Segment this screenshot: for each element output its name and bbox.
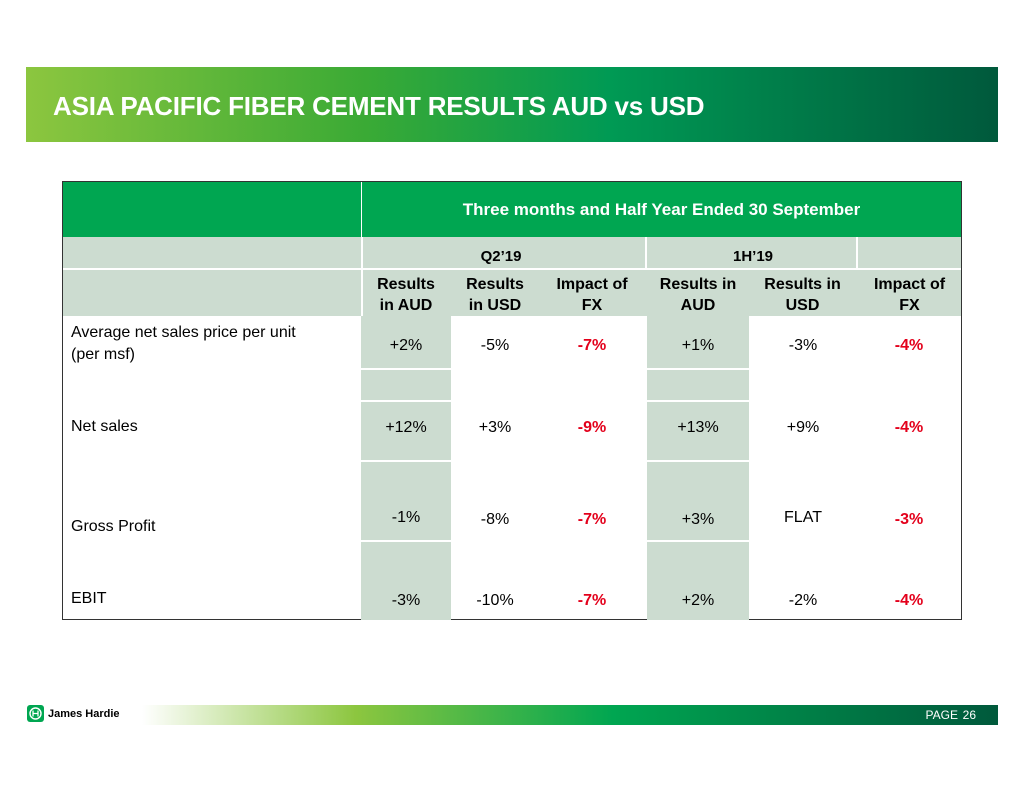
period-1h-19: 1H’19 xyxy=(732,248,774,265)
cell: -8% xyxy=(480,511,510,528)
row-label-gross-profit: Gross Profit xyxy=(71,518,156,535)
cell: -3% xyxy=(788,337,818,354)
brand-name: James Hardie xyxy=(48,707,120,720)
cell: +12% xyxy=(385,419,427,436)
cell: FLAT xyxy=(784,509,822,526)
cell: -10% xyxy=(476,592,514,609)
colhead-results-usd-q2: Results in USD xyxy=(466,276,524,314)
cell: -1% xyxy=(391,509,421,526)
table-caption: Three months and Half Year Ended 30 Sept… xyxy=(462,200,861,219)
colhead-results-aud-1h: Results in AUD xyxy=(659,276,737,314)
cell-fx: -9% xyxy=(577,419,607,436)
cell: +3% xyxy=(681,511,715,528)
cell-fx: -4% xyxy=(894,592,924,609)
cell: -5% xyxy=(480,337,510,354)
cell: +3% xyxy=(478,419,512,436)
cell: -2% xyxy=(788,592,818,609)
footer-bar: PAGE 26 xyxy=(142,705,998,725)
jh-logo-icon xyxy=(27,705,44,722)
title-bar: ASIA PACIFIC FIBER CEMENT RESULTS AUD vs… xyxy=(26,67,998,142)
row-label-ebit: EBIT xyxy=(71,590,107,607)
colhead-impact-fx-q2: Impact of FX xyxy=(556,276,628,314)
cell: +2% xyxy=(681,592,715,609)
cell-fx: -7% xyxy=(577,592,607,609)
cell: +1% xyxy=(681,337,715,354)
table-header-band xyxy=(63,237,961,316)
cell: +9% xyxy=(786,419,820,436)
row-label-net-sales: Net sales xyxy=(71,418,138,435)
cell: -3% xyxy=(391,592,421,609)
cell-fx: -4% xyxy=(894,337,924,354)
page-label: PAGE xyxy=(925,708,958,722)
colhead-results-aud-q2: Results in AUD xyxy=(377,276,435,314)
colhead-results-usd-1h: Results in USD xyxy=(764,276,841,314)
cell: +2% xyxy=(389,337,423,354)
page-number: 26 xyxy=(962,708,976,722)
row-label-avg-net-sales-price: Average net sales price per unit (per msf… xyxy=(71,324,296,363)
cell: +13% xyxy=(677,419,719,436)
james-hardie-logo: James Hardie xyxy=(27,705,120,722)
period-q2-19: Q2’19 xyxy=(480,248,522,265)
colhead-impact-fx-1h: Impact of FX xyxy=(873,276,946,314)
cell-fx: -3% xyxy=(894,511,924,528)
cell-fx: -4% xyxy=(894,419,924,436)
table-caption-band: Three months and Half Year Ended 30 Sept… xyxy=(63,182,961,237)
cell-fx: -7% xyxy=(577,511,607,528)
cell-fx: -7% xyxy=(577,337,607,354)
slide-title: ASIA PACIFIC FIBER CEMENT RESULTS AUD vs… xyxy=(53,91,705,121)
results-table: Three months and Half Year Ended 30 Sept… xyxy=(62,181,962,620)
